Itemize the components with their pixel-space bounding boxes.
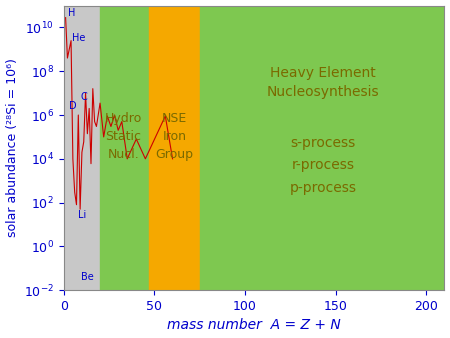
Bar [100,5,149,290]
Y-axis label: solar abundance (²⁸Si = 10⁶): solar abundance (²⁸Si = 10⁶) [5,58,18,237]
Text: NSE
Iron
Group: NSE Iron Group [155,113,194,162]
Text: Heavy Element
Nucleosynthesis: Heavy Element Nucleosynthesis [267,67,379,99]
Text: C: C [80,92,87,102]
Bar [149,5,200,290]
Text: H: H [68,7,75,18]
Text: Hydro
Static
Nucl.: Hydro Static Nucl. [105,113,142,162]
Text: s-process
r-process
p-process: s-process r-process p-process [289,136,356,195]
Text: He: He [72,33,86,43]
Bar [200,5,445,290]
Text: D: D [69,101,77,112]
Text: Be: Be [81,272,94,282]
Text: Li: Li [78,210,86,220]
X-axis label: mass number  A = Z + N: mass number A = Z + N [167,318,341,333]
